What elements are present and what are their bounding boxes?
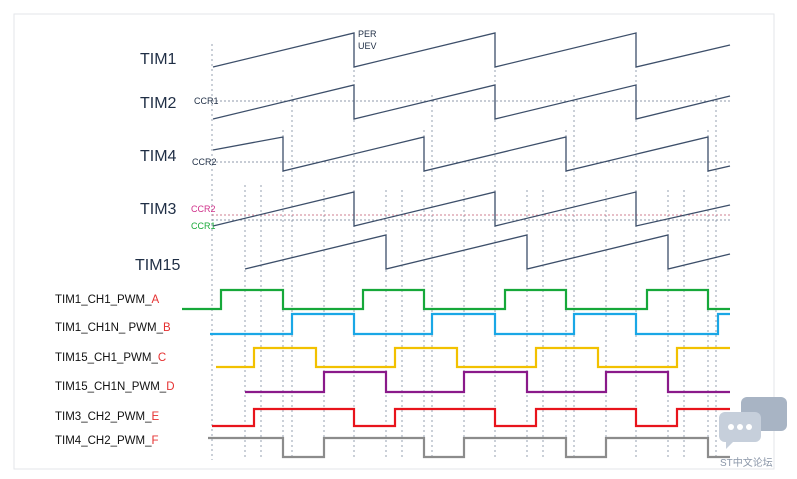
uev-annotation: UEV	[358, 41, 377, 51]
watermark-text: ST中文论坛	[720, 456, 773, 469]
pwm-c-waveform	[216, 346, 730, 369]
per-annotation: PER	[358, 29, 377, 39]
tim3-sawtooth	[212, 191, 731, 227]
tim2-ccr1-label: CCR1	[194, 96, 219, 106]
tim2-label: TIM2	[140, 95, 177, 112]
pwm-b-waveform	[210, 312, 730, 336]
pwm-b-label: TIM1_CH1N_ PWM_B	[55, 322, 171, 334]
tim1-label: TIM1	[140, 51, 177, 68]
tim3-ccr2-label: CCR2	[191, 204, 216, 214]
tim3-label: TIM3	[140, 201, 177, 218]
tim4-ccr2-label: CCR2	[192, 157, 217, 167]
pwm-d-waveform	[245, 370, 730, 394]
pwm-f-label: TIM4_CH2_PWM_F	[55, 435, 159, 447]
tim2-sawtooth	[212, 84, 731, 120]
pwm-c-label: TIM15_CH1_PWM_C	[55, 352, 166, 364]
pwm-a-waveform	[182, 288, 730, 311]
pwm-e-label: TIM3_CH2_PWM_E	[55, 411, 160, 423]
tim4-label: TIM4	[140, 148, 177, 165]
tim1-sawtooth	[212, 32, 731, 68]
pwm-f-waveform	[208, 436, 730, 459]
pwm-d-label: TIM15_CH1N_PWM_D	[55, 381, 175, 393]
tim3-ccr1-label: CCR1	[191, 221, 216, 231]
tim4-sawtooth	[212, 136, 731, 172]
pwm-a-label: TIM1_CH1_PWM_A	[55, 294, 160, 306]
diagram-frame	[13, 13, 775, 470]
chat-bubbles-icon	[719, 397, 787, 449]
tim15-label: TIM15	[135, 257, 180, 274]
pwm-e-waveform	[212, 407, 730, 428]
tim15-sawtooth	[244, 234, 731, 270]
